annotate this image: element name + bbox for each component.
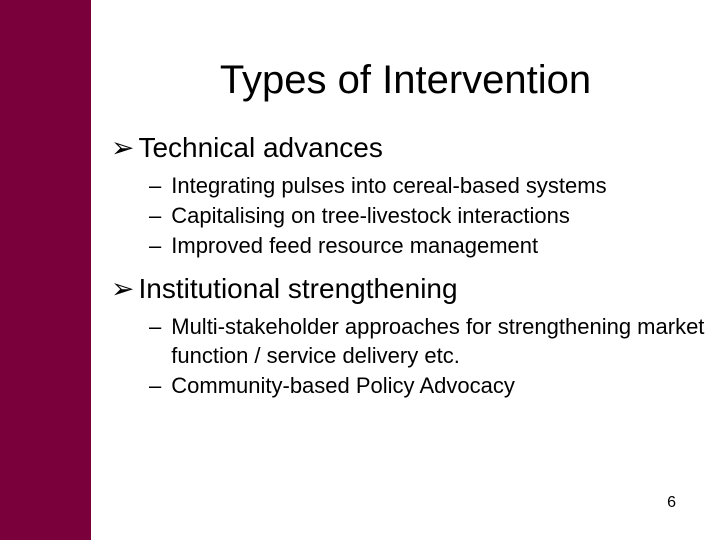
section-heading-1: ➢Technical advances	[111, 131, 720, 164]
dash-bullet-icon: –	[149, 172, 161, 200]
list-item: –Integrating pulses into cereal-based sy…	[149, 172, 720, 200]
sidebar-accent	[0, 0, 91, 540]
section-heading-2: ➢Institutional strengthening	[111, 272, 720, 305]
slide-title: Types of Intervention	[91, 58, 720, 103]
page-number: 6	[667, 494, 676, 512]
section-heading-2-text: Institutional strengthening	[138, 273, 457, 304]
arrow-bullet-icon: ➢	[111, 131, 134, 164]
list-item: –Community-based Policy Advocacy	[149, 372, 720, 400]
list-item-text: Community-based Policy Advocacy	[171, 372, 515, 400]
dash-bullet-icon: –	[149, 313, 161, 369]
list-item-text: Capitalising on tree-livestock interacti…	[171, 202, 570, 230]
list-item: –Capitalising on tree-livestock interact…	[149, 202, 720, 230]
list-item-text: Multi-stakeholder approaches for strengt…	[171, 313, 720, 369]
list-item: –Improved feed resource management	[149, 232, 720, 260]
arrow-bullet-icon: ➢	[111, 272, 134, 305]
section-heading-1-text: Technical advances	[138, 132, 382, 163]
dash-bullet-icon: –	[149, 232, 161, 260]
list-item-text: Integrating pulses into cereal-based sys…	[171, 172, 606, 200]
dash-bullet-icon: –	[149, 372, 161, 400]
sub-list-2: –Multi-stakeholder approaches for streng…	[149, 313, 720, 399]
list-item-text: Improved feed resource management	[171, 232, 538, 260]
list-item: –Multi-stakeholder approaches for streng…	[149, 313, 720, 369]
slide-content: Types of Intervention ➢Technical advance…	[91, 0, 720, 540]
dash-bullet-icon: –	[149, 202, 161, 230]
sub-list-1: –Integrating pulses into cereal-based sy…	[149, 172, 720, 260]
